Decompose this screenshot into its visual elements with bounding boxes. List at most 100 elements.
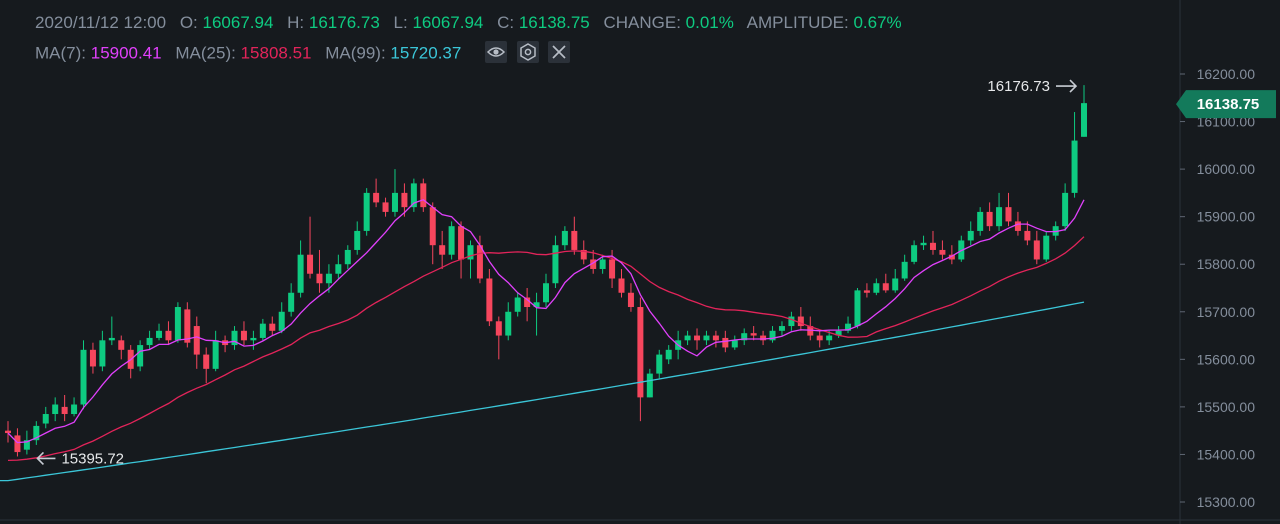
candle[interactable]: [420, 178, 427, 212]
candle[interactable]: [637, 297, 644, 422]
candle[interactable]: [458, 221, 465, 279]
candle[interactable]: [665, 345, 672, 365]
candle[interactable]: [401, 183, 408, 217]
candle[interactable]: [533, 292, 540, 336]
candle[interactable]: [1062, 183, 1069, 231]
candle[interactable]: [627, 283, 634, 312]
candle[interactable]: [108, 316, 115, 346]
candle[interactable]: [750, 326, 757, 341]
candle[interactable]: [826, 330, 833, 346]
candle[interactable]: [854, 288, 861, 329]
candle[interactable]: [335, 254, 342, 279]
candle[interactable]: [656, 349, 663, 379]
candle[interactable]: [996, 192, 1003, 231]
candle[interactable]: [543, 273, 549, 308]
candle[interactable]: [118, 335, 125, 360]
candle[interactable]: [146, 330, 153, 350]
candle[interactable]: [1081, 85, 1087, 137]
candle[interactable]: [278, 302, 285, 334]
candle[interactable]: [467, 240, 474, 279]
candle[interactable]: [892, 268, 899, 293]
candle[interactable]: [259, 318, 266, 341]
candle[interactable]: [52, 397, 59, 422]
candle[interactable]: [193, 316, 200, 369]
candle[interactable]: [929, 230, 936, 255]
candle[interactable]: [448, 221, 455, 260]
candle[interactable]: [788, 311, 795, 331]
candle[interactable]: [495, 316, 502, 360]
candle[interactable]: [165, 321, 172, 346]
candle[interactable]: [863, 283, 870, 298]
candle[interactable]: [354, 221, 361, 255]
candle[interactable]: [1024, 221, 1031, 246]
candle[interactable]: [778, 321, 785, 336]
candle[interactable]: [580, 240, 587, 265]
candle[interactable]: [231, 326, 238, 350]
candle[interactable]: [344, 245, 351, 269]
candle[interactable]: [911, 240, 918, 265]
candle[interactable]: [269, 316, 276, 336]
candle[interactable]: [288, 283, 295, 317]
candle[interactable]: [599, 254, 606, 274]
candle[interactable]: [23, 430, 30, 455]
candle[interactable]: [505, 302, 512, 341]
candle[interactable]: [561, 226, 568, 250]
remove-indicator-button[interactable]: [548, 41, 571, 63]
candle[interactable]: [80, 340, 87, 410]
candle[interactable]: [61, 395, 68, 422]
candle[interactable]: [571, 216, 578, 255]
candle[interactable]: [703, 330, 710, 346]
candle[interactable]: [967, 221, 974, 246]
candle[interactable]: [99, 330, 106, 372]
candle[interactable]: [391, 169, 398, 217]
candle[interactable]: [297, 240, 304, 298]
candle[interactable]: [203, 347, 210, 384]
candle[interactable]: [250, 330, 257, 350]
candle[interactable]: [845, 316, 852, 334]
candle[interactable]: [222, 335, 229, 353]
candle[interactable]: [873, 278, 880, 296]
candle[interactable]: [1033, 230, 1040, 265]
candle[interactable]: [807, 316, 814, 341]
candle[interactable]: [618, 268, 625, 298]
candle[interactable]: [797, 307, 804, 331]
indicator-settings-button[interactable]: [516, 41, 539, 63]
candle[interactable]: [524, 288, 531, 322]
candle[interactable]: [816, 330, 823, 348]
candle[interactable]: [948, 245, 955, 265]
candle[interactable]: [712, 330, 719, 348]
candle[interactable]: [156, 323, 163, 341]
candle[interactable]: [71, 397, 78, 417]
candle[interactable]: [694, 328, 701, 350]
candle[interactable]: [882, 273, 889, 293]
candle[interactable]: [552, 235, 559, 288]
candle[interactable]: [5, 421, 11, 443]
candle[interactable]: [42, 406, 49, 429]
candle[interactable]: [316, 249, 323, 293]
candle[interactable]: [1005, 192, 1012, 227]
candle[interactable]: [684, 330, 691, 346]
candle[interactable]: [958, 235, 965, 262]
candle[interactable]: [307, 216, 314, 279]
candle[interactable]: [184, 302, 191, 348]
candle[interactable]: [1052, 221, 1059, 241]
candle[interactable]: [646, 368, 653, 398]
candle[interactable]: [373, 178, 380, 208]
candle[interactable]: [174, 302, 181, 343]
candle[interactable]: [382, 197, 389, 217]
candle[interactable]: [137, 340, 144, 372]
candle[interactable]: [240, 321, 247, 346]
candle[interactable]: [476, 235, 483, 284]
candle[interactable]: [439, 230, 446, 269]
candle[interactable]: [1043, 230, 1050, 262]
candle[interactable]: [363, 188, 370, 236]
candle[interactable]: [939, 240, 946, 260]
toggle-visibility-button[interactable]: [484, 41, 507, 63]
candle[interactable]: [1071, 112, 1078, 198]
candle[interactable]: [590, 249, 597, 274]
candle[interactable]: [33, 421, 40, 445]
candle[interactable]: [429, 202, 436, 265]
candle[interactable]: [410, 178, 417, 212]
candle[interactable]: [986, 202, 993, 231]
